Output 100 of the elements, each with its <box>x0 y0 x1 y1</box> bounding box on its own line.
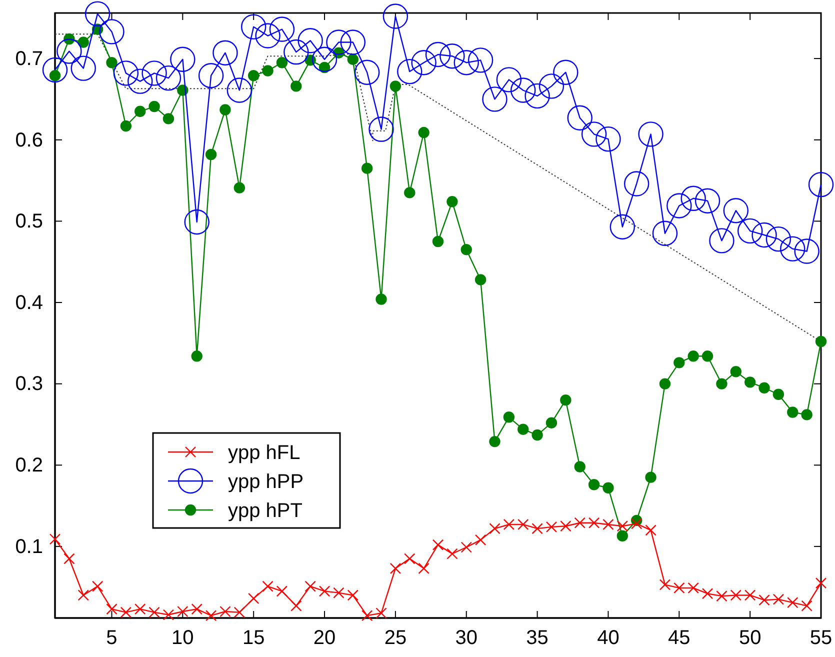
point <box>290 80 302 92</box>
y-tick-label: 0.5 <box>15 210 43 233</box>
point <box>234 182 246 194</box>
point <box>432 236 444 248</box>
point <box>596 126 621 152</box>
point <box>240 14 266 40</box>
point <box>694 188 720 214</box>
point <box>752 222 777 248</box>
point <box>758 594 770 606</box>
point <box>588 479 600 490</box>
point <box>574 461 586 472</box>
point <box>702 350 714 362</box>
point <box>709 228 734 254</box>
point <box>376 608 387 619</box>
point <box>510 78 536 103</box>
point <box>588 517 600 528</box>
point <box>468 48 494 73</box>
point <box>390 80 402 92</box>
point <box>624 171 650 196</box>
point <box>758 382 770 394</box>
point <box>411 50 436 76</box>
point <box>120 120 132 132</box>
y-tick-label: 0.6 <box>15 129 43 152</box>
point <box>347 54 358 65</box>
point <box>474 274 486 286</box>
legend-label: ypp hPT <box>228 500 302 522</box>
point <box>162 113 174 124</box>
point <box>148 606 160 618</box>
point <box>553 60 578 85</box>
point <box>78 36 89 48</box>
point <box>645 524 656 536</box>
point <box>56 38 82 64</box>
y-tick-label: 0.7 <box>15 48 43 70</box>
point <box>298 28 323 54</box>
point <box>156 65 182 91</box>
point <box>674 357 685 368</box>
point <box>404 187 416 198</box>
point <box>84 1 110 26</box>
x-tick-label: 55 <box>810 627 832 650</box>
point <box>248 592 260 604</box>
point <box>220 104 231 116</box>
point <box>723 198 748 224</box>
point <box>688 350 699 362</box>
point <box>418 562 430 574</box>
point <box>560 394 572 406</box>
point <box>418 126 430 138</box>
point <box>134 603 146 615</box>
point <box>333 587 344 598</box>
y-tick-label: 0.4 <box>15 292 43 314</box>
point <box>184 209 210 235</box>
x-tick-label: 15 <box>242 627 265 650</box>
point <box>503 518 515 530</box>
x-tick-label: 10 <box>172 627 194 650</box>
point <box>255 23 280 48</box>
point <box>64 553 75 564</box>
point <box>538 74 564 99</box>
point <box>787 596 798 608</box>
point <box>425 42 451 68</box>
point <box>162 609 174 620</box>
point <box>794 238 820 264</box>
point <box>716 378 728 390</box>
point <box>113 60 139 86</box>
point <box>284 39 309 65</box>
point <box>446 548 458 560</box>
point <box>645 472 656 483</box>
point <box>446 196 458 208</box>
point <box>205 610 217 622</box>
point <box>730 590 742 601</box>
point <box>616 530 628 542</box>
point <box>532 429 543 441</box>
x-tick-label: 40 <box>597 627 620 650</box>
point <box>361 610 373 622</box>
x-tick-label: 20 <box>313 627 336 650</box>
point <box>482 86 508 112</box>
x-tick-label: 5 <box>106 627 118 650</box>
point <box>630 518 642 530</box>
point <box>326 30 352 55</box>
point <box>801 600 812 612</box>
x-tick-label: 45 <box>668 627 690 650</box>
point <box>616 520 628 532</box>
legend-label: ypp hPP <box>228 471 304 493</box>
x-tick-label: 35 <box>526 627 548 650</box>
point <box>815 577 827 589</box>
point <box>702 588 714 600</box>
point <box>680 186 706 212</box>
point <box>106 57 118 68</box>
point <box>503 412 515 423</box>
point <box>99 19 124 44</box>
y-tick-label: 0.3 <box>15 373 43 396</box>
point <box>524 83 550 109</box>
point <box>205 148 217 160</box>
point <box>766 226 792 252</box>
point <box>780 236 806 262</box>
point <box>737 218 763 244</box>
x-tick-label: 25 <box>384 627 407 650</box>
point <box>42 57 68 83</box>
point <box>177 606 188 618</box>
point <box>354 60 380 85</box>
point <box>659 579 671 590</box>
point <box>92 580 104 592</box>
